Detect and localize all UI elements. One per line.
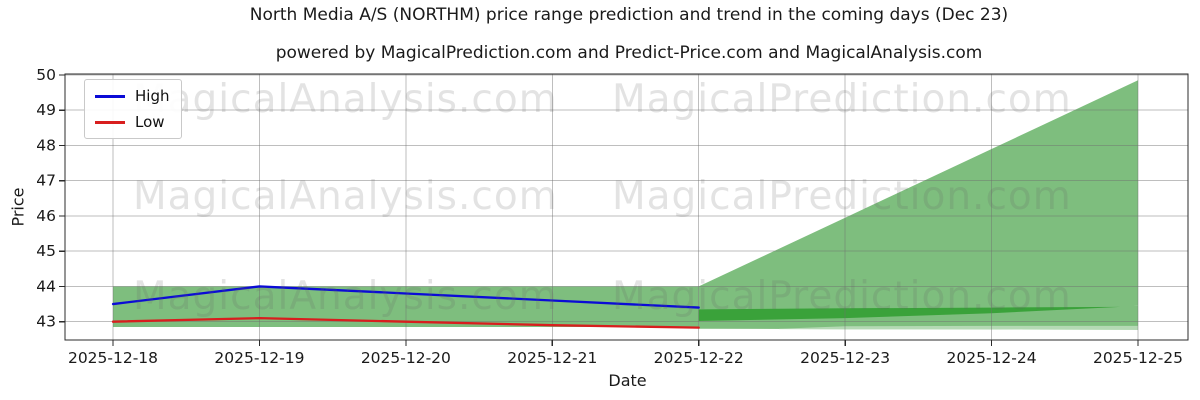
x-tick-label: 2025-12-23 [800,349,890,367]
light-low-strip-fill [779,325,1139,330]
x-tick-label: 2025-12-22 [654,349,744,367]
chart-title: North Media A/S (NORTHM) price range pre… [249,5,1009,25]
y-tick-label: 49 [36,101,56,119]
legend-item-low: Low [95,113,169,131]
x-tick-label: 2025-12-24 [947,349,1037,367]
chart-subtitle: powered by MagicalPrediction.com and Pre… [275,43,983,63]
y-tick-label: 50 [36,66,56,84]
legend-high-line-swatch [95,94,125,98]
forecast-fan-fill [698,80,1139,321]
y-tick-label: 46 [36,207,56,225]
y-tick-label: 45 [36,242,56,260]
x-tick-label: 2025-12-18 [68,349,158,367]
overlap-dark-band-fill [698,306,1121,321]
y-axis-label: Price [8,187,28,227]
legend: High Low [84,79,183,139]
y-tick-label: 47 [36,172,56,190]
y-tick-label: 43 [36,313,56,331]
series-high-line [111,285,700,309]
x-tick-label: 2025-12-25 [1093,349,1183,367]
y-tick-label: 48 [36,136,56,154]
legend-item-high: High [95,87,169,105]
x-tick-label: 2025-12-19 [214,349,304,367]
legend-low-label: Low [135,113,165,131]
x-axis-label: Date [608,371,647,390]
y-tick-label: 44 [36,277,56,295]
axes-spines [64,73,1189,341]
x-tick-label: 2025-12-20 [361,349,451,367]
history-range-band-fill [113,286,699,327]
legend-low-line-swatch [95,120,125,124]
x-tick-label: 2025-12-21 [507,349,597,367]
legend-high-label: High [135,87,170,105]
series-low-line [111,316,700,329]
